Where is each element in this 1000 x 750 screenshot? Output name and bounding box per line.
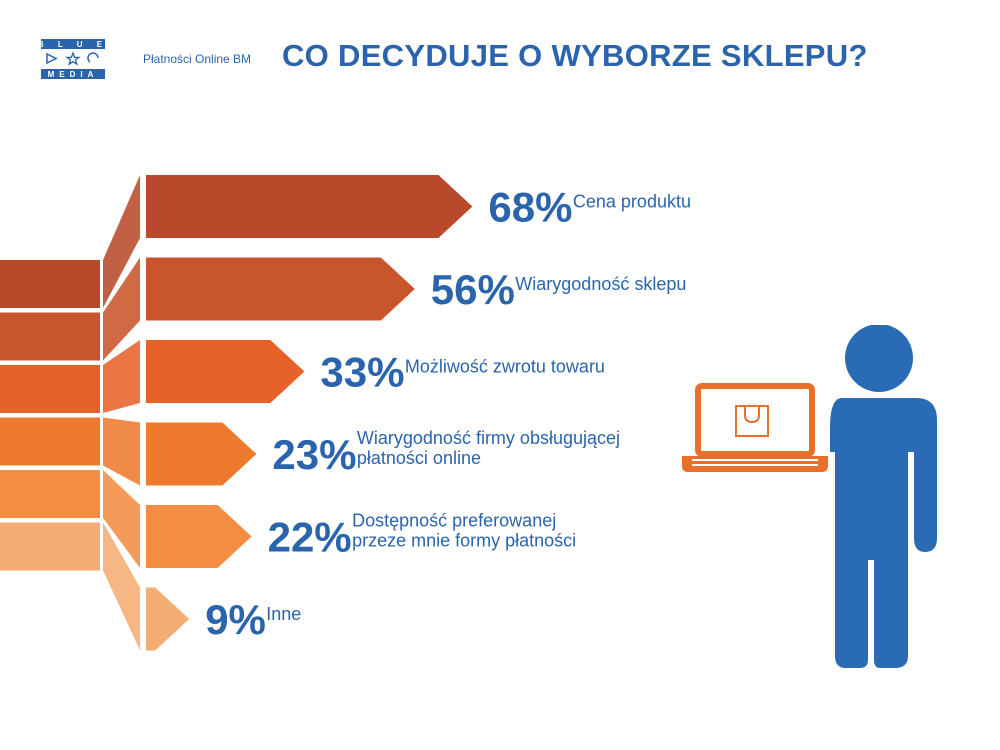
ribbon-fold	[103, 175, 140, 308]
value-label: 33%	[320, 349, 404, 396]
bar	[146, 257, 415, 321]
person-with-laptop-icon	[682, 325, 937, 668]
logo-line-1: B L U E	[41, 40, 105, 49]
ribbon-fold	[103, 257, 140, 361]
category-label: Wiarygodność firmy obsługującej	[357, 428, 620, 448]
ribbon-strip	[0, 522, 100, 571]
category-label: przeze mnie formy płatności	[352, 531, 576, 551]
value-label: 56%	[431, 266, 515, 313]
logo-play-icon	[46, 52, 58, 65]
category-label: Dostępność preferowanej	[352, 511, 556, 531]
value-label: 23%	[272, 431, 356, 478]
ribbon-fold	[103, 522, 140, 651]
logo-line-3: MEDIA	[48, 70, 99, 79]
brand-name: Płatności Online BM	[143, 52, 252, 66]
logo-swirl-icon	[87, 52, 99, 63]
category-label: Inne	[266, 604, 301, 624]
ribbon-fold	[103, 417, 140, 486]
ribbon-fold	[103, 470, 140, 568]
category-label: Wiarygodność sklepu	[515, 274, 686, 294]
ribbon-strip	[0, 260, 100, 308]
ribbon-strip	[0, 312, 100, 361]
category-label: Cena produktu	[573, 192, 691, 212]
category-label: płatności online	[357, 448, 481, 468]
person-head	[845, 325, 913, 392]
ribbon-strip	[0, 470, 100, 518]
person-body	[830, 398, 937, 668]
logo-star-icon	[65, 51, 81, 66]
page-title: CO DECYDUJE O WYBORZE SKLEPU?	[282, 38, 868, 73]
bar-group	[146, 175, 473, 651]
bar	[146, 340, 305, 403]
bar	[146, 587, 190, 651]
category-label: Możliwość zwrotu towaru	[405, 357, 605, 377]
value-label: 9%	[205, 596, 266, 643]
ribbon-group	[0, 175, 140, 651]
ribbon-strip	[0, 417, 100, 466]
laptop-icon	[682, 383, 828, 472]
ribbon-strip	[0, 365, 100, 413]
blue-media-logo: B L U E MEDIA	[41, 39, 105, 79]
value-label: 68%	[488, 184, 572, 231]
bar	[146, 175, 473, 238]
ribbon-fold	[103, 340, 140, 413]
shopping-bag-icon	[735, 405, 769, 437]
label-group: 68% Cena produktu 56% Wiarygodność sklepu 33…	[205, 184, 691, 644]
value-label: 22%	[268, 514, 352, 561]
bar	[146, 505, 252, 568]
bar	[146, 422, 257, 486]
